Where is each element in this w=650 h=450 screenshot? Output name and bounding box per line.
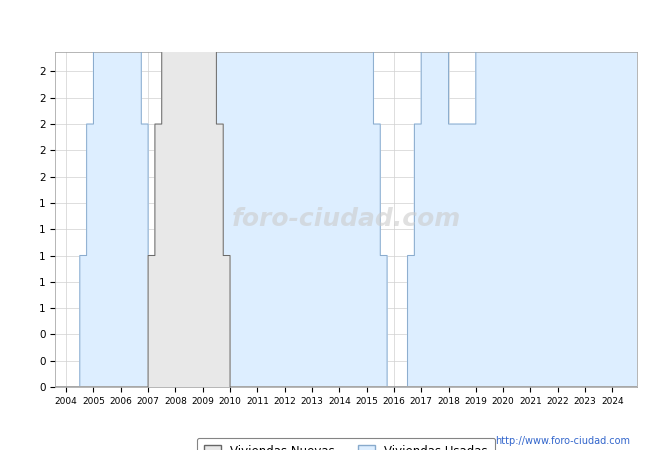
Text: Bahabón  -  Evolucion del Nº de Transacciones Inmobiliarias: Bahabón - Evolucion del Nº de Transaccio…: [78, 16, 572, 31]
Text: http://www.foro-ciudad.com: http://www.foro-ciudad.com: [495, 436, 630, 446]
Text: foro-ciudad.com: foro-ciudad.com: [231, 207, 461, 231]
Legend: Viviendas Nuevas, Viviendas Usadas: Viviendas Nuevas, Viviendas Usadas: [197, 438, 495, 450]
